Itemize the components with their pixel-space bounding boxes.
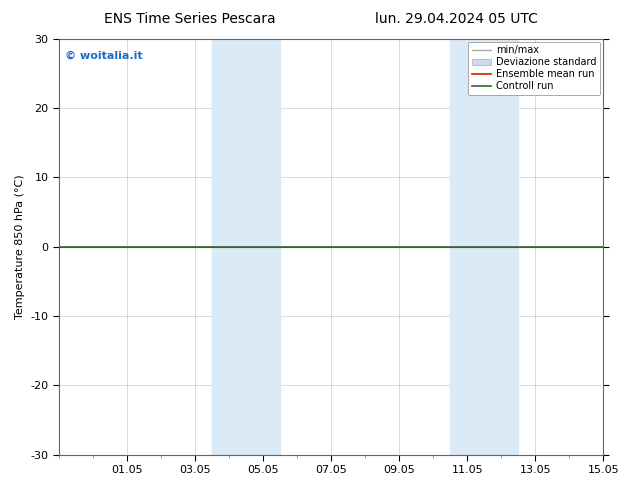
Y-axis label: Temperature 850 hPa (°C): Temperature 850 hPa (°C) (15, 174, 25, 319)
Text: lun. 29.04.2024 05 UTC: lun. 29.04.2024 05 UTC (375, 12, 538, 26)
Text: © woitalia.it: © woitalia.it (65, 51, 142, 61)
Bar (484, 39, 518, 455)
Bar (212, 39, 246, 455)
Legend: min/max, Deviazione standard, Ensemble mean run, Controll run: min/max, Deviazione standard, Ensemble m… (468, 42, 600, 95)
Bar (450, 39, 484, 455)
Bar (246, 39, 280, 455)
Text: ENS Time Series Pescara: ENS Time Series Pescara (105, 12, 276, 26)
